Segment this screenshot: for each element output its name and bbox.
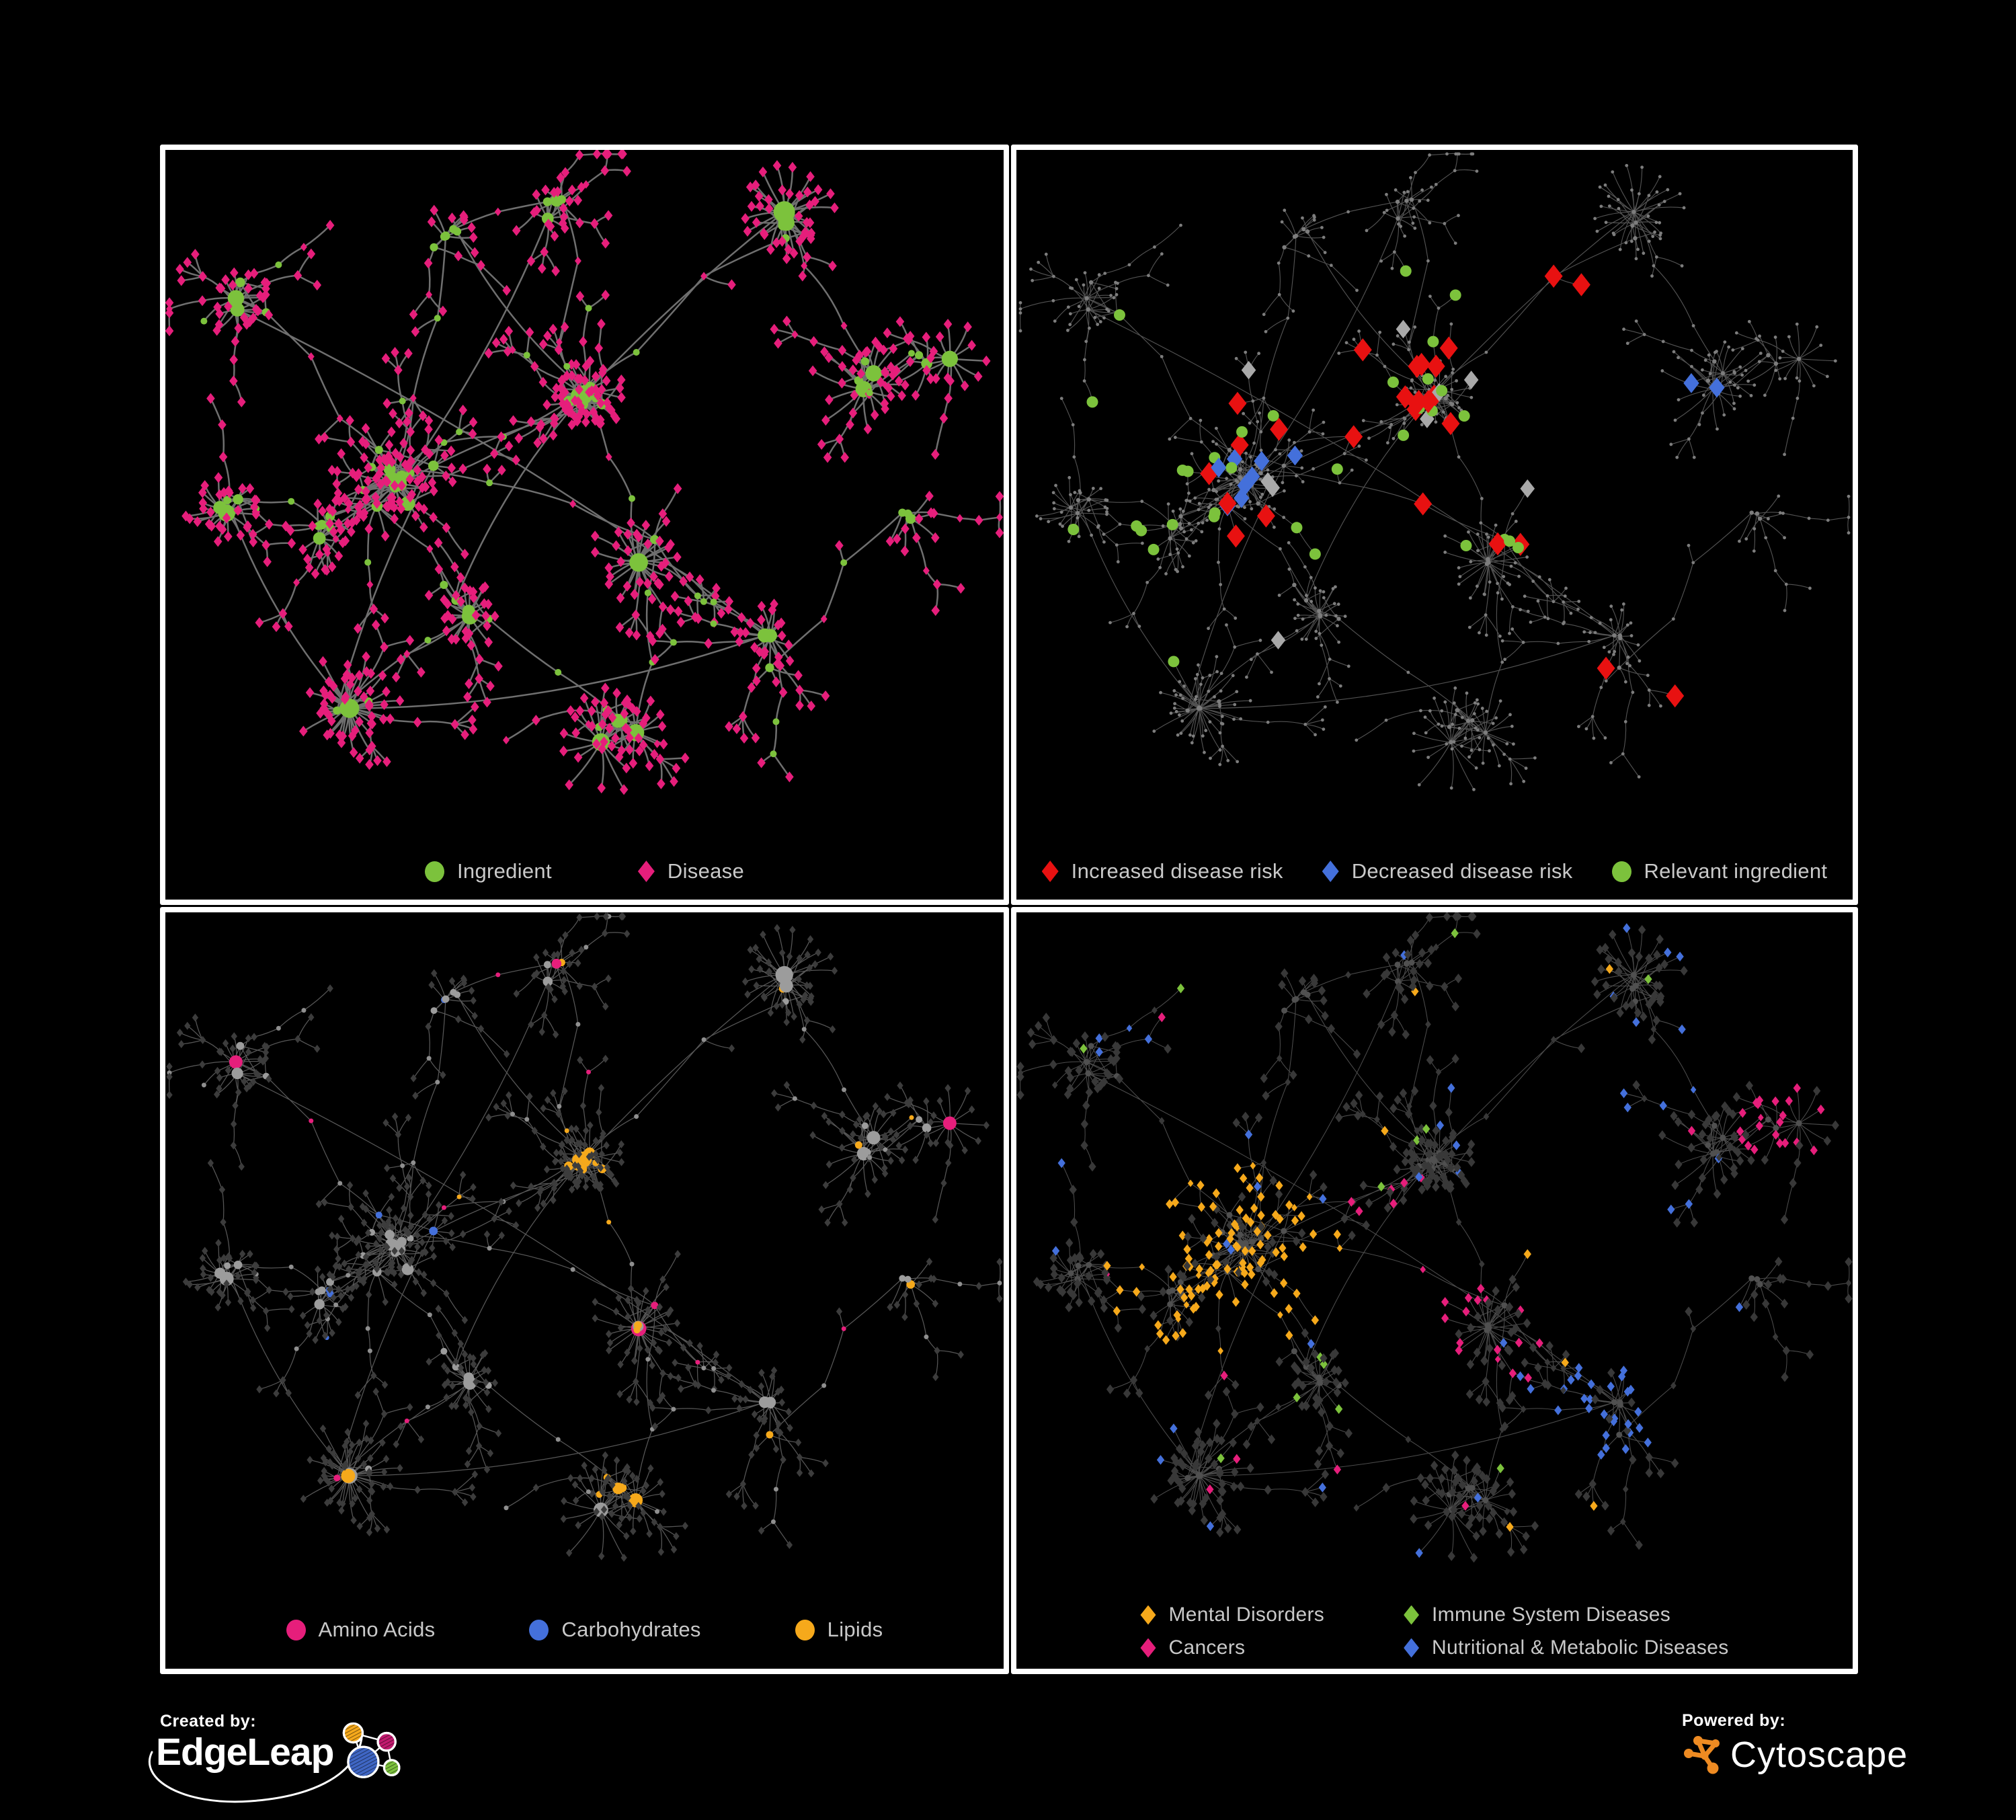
legend-item-disease-risk-1: Decreased disease risk — [1322, 859, 1573, 883]
diamond-marker — [1140, 1638, 1156, 1658]
legend-item-disease-risk-2: Relevant ingredient — [1611, 859, 1828, 883]
legend-item-ingredient-disease-1: Disease — [637, 859, 744, 883]
legend-item-disease-class-2: Cancers — [1140, 1636, 1246, 1659]
legend-label: Cancers — [1168, 1636, 1246, 1659]
circle-marker — [529, 1619, 549, 1640]
network-nutrient-class — [166, 912, 1003, 1562]
edgeleap-logo-icon — [343, 1722, 401, 1778]
circle-marker — [1611, 861, 1631, 882]
cytoscape-wordmark: Cytoscape — [1730, 1735, 1908, 1775]
diamond-marker — [1140, 1605, 1156, 1625]
legend-item-ingredient-disease-0: Ingredient — [425, 859, 552, 883]
panel-ingredient-disease: Ingredient Disease — [160, 145, 1009, 905]
legend-label: Ingredient — [457, 859, 552, 883]
circle-marker — [425, 861, 444, 882]
cytoscape-logo-icon — [1684, 1736, 1720, 1774]
panel-disease-class: Mental Disorders Immune System Diseases Ca… — [1011, 907, 1858, 1674]
legend-label: Nutritional & Metabolic Diseases — [1432, 1636, 1729, 1659]
legend-item-disease-class-1: Immune System Diseases — [1404, 1604, 1670, 1626]
legend-item-nutrient-class-0: Amino Acids — [286, 1618, 436, 1642]
legend-label: Immune System Diseases — [1432, 1604, 1671, 1626]
created-by-block: Created by: EdgeLeap — [148, 1712, 411, 1819]
network-disease-risk — [1018, 152, 1851, 791]
legend-nutrient-class: Amino Acids Carbohydrates Lipids — [165, 1618, 1004, 1642]
legend-label: Relevant ingredient — [1644, 859, 1828, 883]
legend-item-nutrient-class-2: Lipids — [795, 1618, 883, 1642]
legend-disease-risk: Increased disease risk Decreased disease … — [1016, 859, 1853, 883]
diamond-marker — [1322, 861, 1339, 882]
powered-by-label: Powered by: — [1682, 1711, 1786, 1730]
legend-disease-class: Mental Disorders Immune System Diseases Ca… — [1140, 1604, 1729, 1659]
network-disease-class — [1016, 912, 1853, 1563]
circle-marker — [795, 1619, 815, 1640]
panel-disease-risk: Increased disease risk Decreased disease … — [1011, 145, 1858, 905]
legend-label: Amino Acids — [318, 1618, 436, 1641]
legend-item-nutrient-class-1: Carbohydrates — [529, 1618, 700, 1642]
legend-label: Increased disease risk — [1071, 859, 1283, 883]
diamond-marker — [1041, 861, 1059, 882]
legend-label: Disease — [667, 859, 744, 883]
edgeleap-wordmark: EdgeLeap — [156, 1731, 334, 1774]
legend-label: Lipids — [827, 1618, 883, 1641]
panel-nutrient-class: Amino Acids Carbohydrates Lipids — [160, 907, 1009, 1674]
powered-by-block: Powered by: Cytoscape — [1682, 1711, 1908, 1776]
legend-ingredient-disease: Ingredient Disease — [165, 859, 1004, 883]
diamond-marker — [1404, 1605, 1420, 1625]
legend-item-disease-class-0: Mental Disorders — [1140, 1604, 1325, 1626]
created-by-label: Created by: — [160, 1712, 257, 1731]
legend-label: Decreased disease risk — [1351, 859, 1573, 883]
legend-item-disease-class-3: Nutritional & Metabolic Diseases — [1404, 1636, 1728, 1659]
legend-label: Mental Disorders — [1168, 1604, 1325, 1626]
network-ingredient-disease — [165, 150, 1004, 795]
legend-label: Carbohydrates — [561, 1618, 701, 1641]
legend-item-disease-risk-0: Increased disease risk — [1041, 859, 1283, 883]
circle-marker — [286, 1619, 306, 1640]
diamond-marker — [1404, 1638, 1420, 1658]
diamond-marker — [637, 861, 655, 882]
edgeleap-swoosh-icon — [148, 1737, 363, 1803]
